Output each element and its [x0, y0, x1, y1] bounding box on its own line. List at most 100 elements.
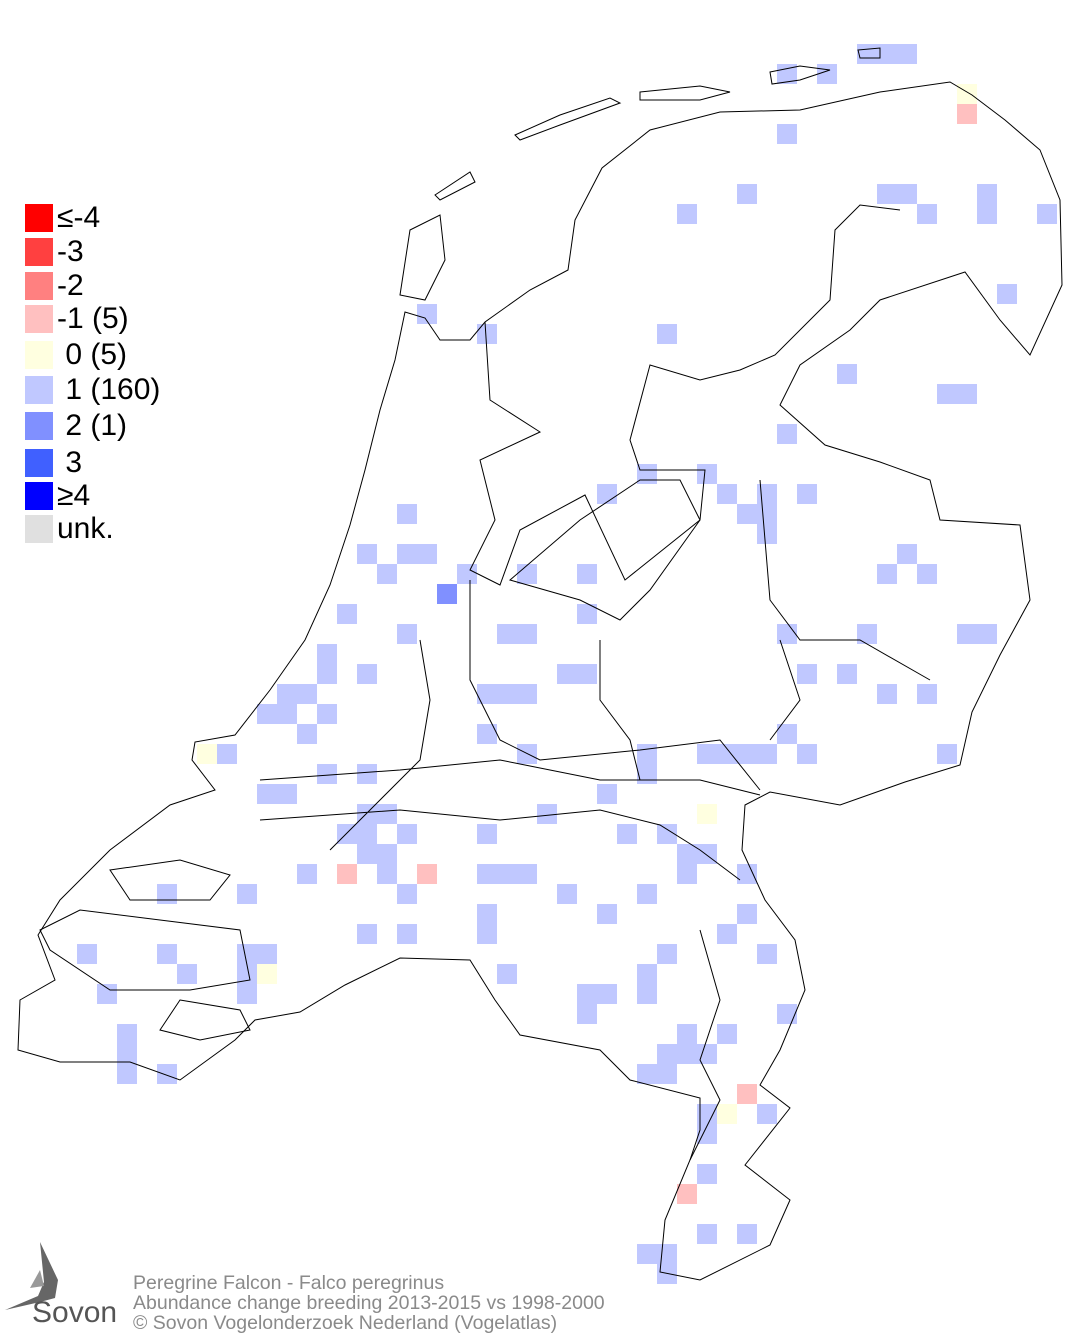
atlas-square	[697, 1044, 717, 1064]
zeeland-islands	[39, 859, 251, 1041]
sovon-logo-text: Sovon	[32, 1296, 118, 1329]
atlas-square	[277, 684, 297, 704]
atlas-square	[257, 944, 277, 964]
legend-swatch	[25, 482, 53, 510]
atlas-square	[877, 684, 897, 704]
atlas-square	[617, 824, 637, 844]
atlas-square	[277, 704, 297, 724]
atlas-square	[497, 624, 517, 644]
atlas-square	[237, 884, 257, 904]
map-subtitle: Abundance change breeding 2013-2015 vs 1…	[133, 1292, 605, 1314]
atlas-square	[357, 664, 377, 684]
atlas-square	[777, 64, 797, 84]
atlas-square	[957, 624, 977, 644]
atlas-square	[697, 1224, 717, 1244]
atlas-square	[877, 44, 897, 64]
atlas-square	[637, 1064, 657, 1084]
atlas-square	[637, 984, 657, 1004]
atlas-square	[697, 1104, 717, 1124]
atlas-square	[477, 924, 497, 944]
atlas-square	[157, 884, 177, 904]
ijsselmeer-shore	[469, 204, 901, 586]
atlas-square	[417, 864, 437, 884]
legend-swatch	[25, 412, 53, 440]
atlas-square	[377, 844, 397, 864]
atlas-square	[757, 744, 777, 764]
atlas-square	[377, 804, 397, 824]
atlas-square	[637, 744, 657, 764]
atlas-square	[257, 704, 277, 724]
atlas-square	[577, 1004, 597, 1024]
atlas-square	[317, 644, 337, 664]
atlas-square	[737, 184, 757, 204]
legend-item: ≤-4	[25, 203, 100, 233]
atlas-square	[477, 324, 497, 344]
atlas-square	[337, 824, 357, 844]
atlas-square	[997, 284, 1017, 304]
atlas-square	[497, 864, 517, 884]
atlas-square	[857, 44, 877, 64]
atlas-square	[977, 624, 997, 644]
atlas-square	[737, 904, 757, 924]
atlas-square	[457, 564, 477, 584]
atlas-square	[517, 564, 537, 584]
atlas-square	[757, 524, 777, 544]
atlas-square	[797, 484, 817, 504]
atlas-square	[717, 1024, 737, 1044]
island-rottumeroog	[857, 47, 881, 59]
atlas-square	[637, 964, 657, 984]
atlas-square	[577, 604, 597, 624]
atlas-square	[97, 984, 117, 1004]
atlas-square	[177, 964, 197, 984]
island-terschelling	[514, 97, 622, 141]
atlas-square	[717, 744, 737, 764]
atlas-square	[837, 664, 857, 684]
atlas-square	[757, 1104, 777, 1124]
atlas-square	[757, 504, 777, 524]
atlas-square	[237, 984, 257, 1004]
legend-item: 3	[25, 448, 82, 478]
legend-swatch	[25, 376, 53, 404]
legend-label: unk.	[57, 512, 114, 545]
island-schiermonnikoog	[769, 65, 831, 85]
legend-item: 1 (160)	[25, 375, 160, 405]
atlas-square	[877, 184, 897, 204]
legend-item: -1 (5)	[25, 304, 129, 334]
legend-item: -3	[25, 237, 84, 267]
legend-swatch	[25, 238, 53, 266]
atlas-square	[957, 84, 977, 104]
atlas-square	[357, 804, 377, 824]
atlas-square	[737, 504, 757, 524]
sovon-swallow-logo	[5, 1242, 58, 1310]
atlas-square	[597, 484, 617, 504]
atlas-square	[497, 684, 517, 704]
atlas-square	[777, 424, 797, 444]
atlas-square	[717, 484, 737, 504]
atlas-square	[677, 844, 697, 864]
legend-item: ≥4	[25, 481, 90, 511]
atlas-square	[157, 1064, 177, 1084]
atlas-square	[357, 824, 377, 844]
atlas-square	[657, 824, 677, 844]
atlas-square	[657, 1264, 677, 1284]
atlas-square	[697, 1164, 717, 1184]
atlas-square	[397, 924, 417, 944]
atlas-square	[917, 684, 937, 704]
atlas-square	[697, 464, 717, 484]
atlas-square	[977, 204, 997, 224]
atlas-square	[817, 64, 837, 84]
atlas-square	[537, 804, 557, 824]
atlas-square	[517, 624, 537, 644]
map-caption: Peregrine Falcon - Falco peregrinus Abun…	[133, 1273, 605, 1333]
atlas-square	[777, 1004, 797, 1024]
atlas-square	[257, 784, 277, 804]
atlas-square	[557, 664, 577, 684]
atlas-square	[917, 564, 937, 584]
atlas-square	[577, 664, 597, 684]
legend-label: 0 (5)	[57, 338, 128, 371]
atlas-square	[477, 724, 497, 744]
atlas-square	[637, 764, 657, 784]
atlas-square	[217, 744, 237, 764]
island-texel	[399, 214, 446, 301]
atlas-square	[397, 504, 417, 524]
